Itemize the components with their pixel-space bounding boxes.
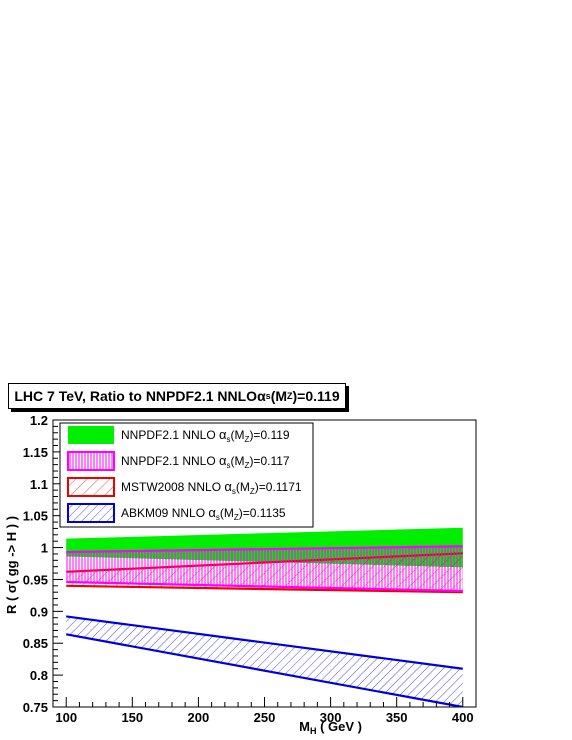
legend-label: NNPDF2.1 NNLO αs(MZ)=0.119: [121, 427, 290, 444]
chart-title-alpha: α: [257, 388, 266, 404]
series-area-2: [66, 546, 463, 591]
series-lower-line-2: [66, 580, 463, 593]
legend-label: ABKM09 NNLO αs(MZ)=0.1135: [121, 505, 286, 522]
x-axis-label-main: M: [299, 719, 310, 734]
y-tick-label: 1.05: [23, 509, 48, 524]
x-tick-label: 250: [254, 710, 276, 725]
y-tick-label: 0.9: [30, 604, 48, 619]
y-tick-label: 0.8: [30, 668, 48, 683]
x-axis-label-sub: H: [310, 726, 317, 736]
series-upper-line-2: [66, 545, 463, 554]
y-tick-label: 1.1: [30, 477, 48, 492]
legend-label: MSTW2008 NNLO αs(MZ)=0.1171: [121, 479, 302, 496]
series-lower-line-4: [66, 633, 463, 707]
legend-entry-4: ABKM09 NNLO αs(MZ)=0.1135: [67, 503, 286, 523]
x-tick-label: 350: [386, 710, 408, 725]
legend-entry-2: NNPDF2.1 NNLO αs(MZ)=0.117: [67, 451, 290, 471]
x-axis-label-tail: ( GeV ): [316, 719, 362, 734]
series-lower-line-3: [66, 584, 463, 594]
y-tick-label: 0.85: [23, 636, 48, 651]
legend: NNPDF2.1 NNLO αs(MZ)=0.119 NNPDF2.1 NNLO …: [59, 422, 314, 528]
y-tick-label: 1.2: [30, 413, 48, 428]
x-tick-label: 100: [55, 710, 77, 725]
series-band-2: [66, 545, 463, 593]
chart-title-tail: )=0.119: [292, 388, 340, 404]
series-bands: [66, 527, 463, 707]
series-band-4: [66, 615, 463, 707]
y-tick-label: 1.15: [23, 445, 48, 460]
y-tick-label: 0.75: [23, 700, 48, 715]
x-tick-label: 300: [320, 710, 342, 725]
legend-swatch: [67, 451, 115, 471]
legend-label: NNPDF2.1 NNLO αs(MZ)=0.117: [121, 453, 290, 470]
chart-title: LHC 7 TeV, Ratio to NNPDF2.1 NNLO α s (M Z)…: [8, 383, 346, 409]
x-axis-label: MH ( GeV ): [299, 719, 362, 736]
y-axis-label: R ( σ( gg -> H ) ): [4, 516, 19, 614]
chart-title-sub-z: Z: [287, 391, 293, 401]
chart-title-sub-s: s: [265, 391, 271, 401]
x-tick-label: 400: [452, 710, 474, 725]
x-tick-label: 150: [121, 710, 143, 725]
legend-swatch: [67, 477, 115, 497]
chart-title-main: LHC 7 TeV, Ratio to NNPDF2.1 NNLO: [14, 388, 258, 404]
y-tick-label: 0.95: [23, 572, 48, 587]
chart-title-mz: (M: [270, 388, 288, 404]
axes: 0.75 0.8 0.85 0.9 0.95 1 1.05 1.1 1.15 1.2 100 150 2…: [23, 413, 477, 725]
x-tick-label: 200: [188, 710, 210, 725]
legend-entry-1: NNPDF2.1 NNLO αs(MZ)=0.119: [68, 426, 290, 444]
legend-entry-3: MSTW2008 NNLO αs(MZ)=0.1171: [67, 477, 302, 497]
legend-swatch: [67, 503, 115, 523]
y-tick-label: 1: [41, 541, 48, 556]
series-area-4: [66, 616, 463, 707]
legend-swatch: [68, 426, 114, 444]
series-upper-line-4: [66, 615, 463, 670]
